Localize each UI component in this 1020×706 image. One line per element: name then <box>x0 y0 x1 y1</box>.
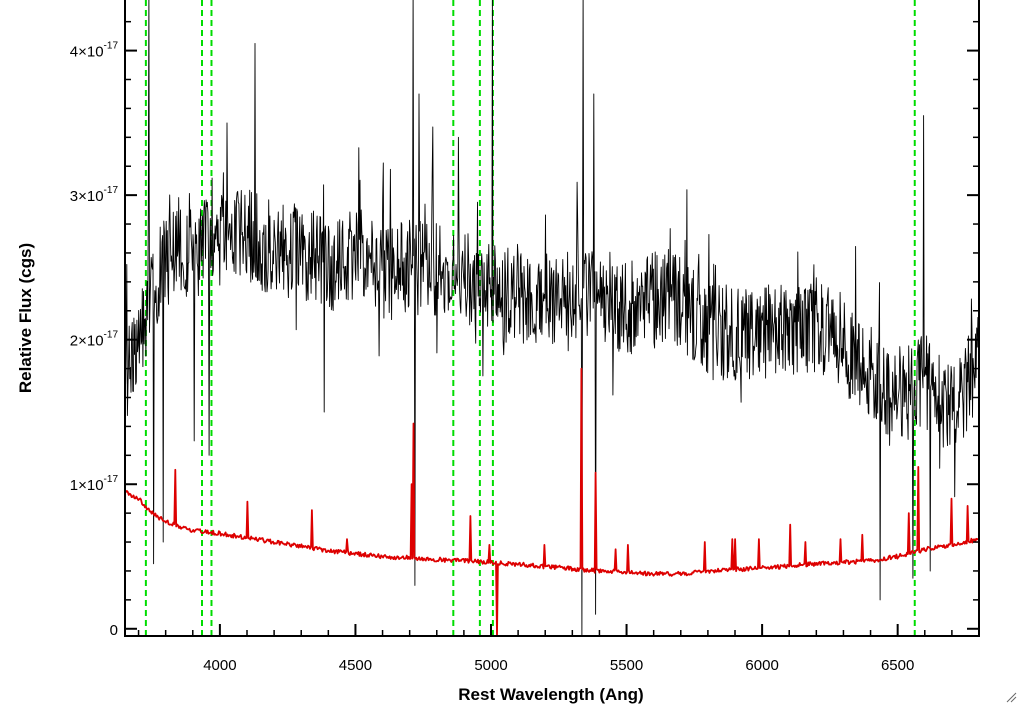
y-tick-label: 2×10-17 <box>70 330 119 350</box>
reference-lines <box>144 0 916 636</box>
y-tick-label: 0 <box>110 622 118 639</box>
x-tick-label: 5000 <box>474 657 507 674</box>
x-tick-label: 5500 <box>610 657 643 674</box>
x-tick-label: 6500 <box>881 657 914 674</box>
resize-grip-icon[interactable] <box>1005 691 1017 703</box>
x-axis-title: Rest Wavelength (Ang) <box>458 685 643 704</box>
axis-box <box>124 0 980 637</box>
plot-frame <box>124 0 980 637</box>
y-tick-label: 3×10-17 <box>70 185 119 205</box>
y-tick-label: 4×10-17 <box>70 41 119 61</box>
y-tick-label: 1×10-17 <box>70 474 119 494</box>
y-axis-title: Relative Flux (cgs) <box>16 243 35 393</box>
spectrum-line-black <box>125 0 979 636</box>
x-tick-label: 6000 <box>745 657 778 674</box>
x-tick-label: 4000 <box>203 657 236 674</box>
series-group <box>125 0 979 636</box>
y-axis: 0 1×10-17 2×10-17 3×10-17 4×10-17 <box>70 20 979 639</box>
x-axis: 4000 4500 5000 5500 6000 6500 <box>137 624 980 674</box>
x-tick-label: 4500 <box>339 657 372 674</box>
model-line-red <box>125 367 979 636</box>
